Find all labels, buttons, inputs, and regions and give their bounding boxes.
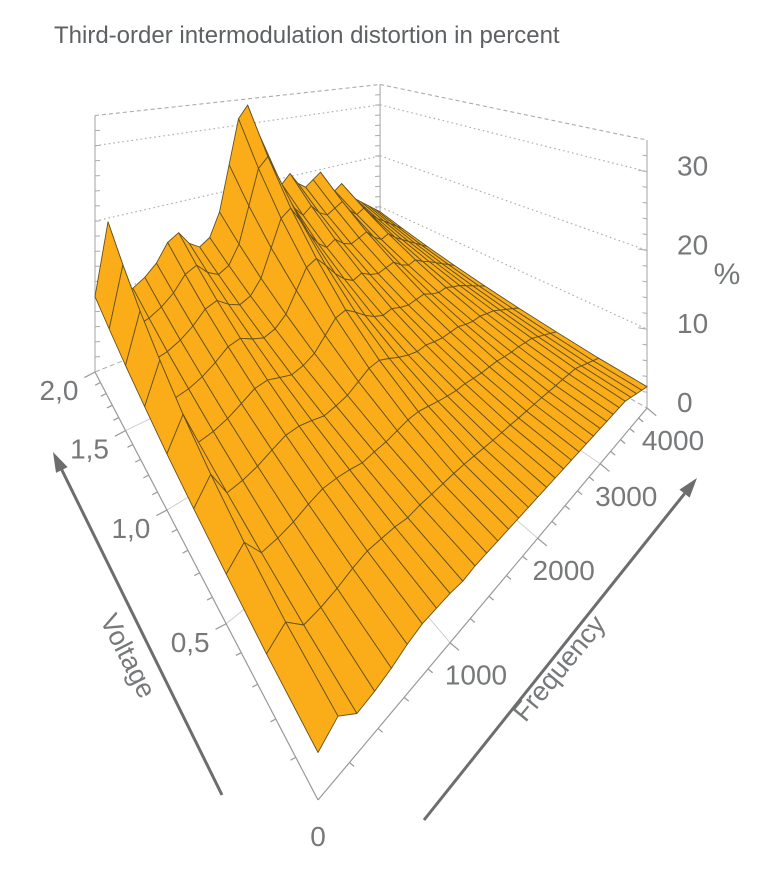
floor-axes [84, 371, 657, 801]
axis-label: 4000 [642, 425, 704, 456]
frequency-axis-title: Frequency [507, 609, 612, 727]
axis-label: 20 [677, 229, 708, 260]
surface-mesh [94, 104, 648, 753]
z-axis-title: % [714, 258, 741, 291]
voltage-axis-title: Voltage [94, 609, 162, 703]
axis-label: 2000 [533, 555, 595, 586]
axis-label: 2,0 [40, 375, 79, 406]
frequency-arrow-head [679, 478, 697, 498]
chart-title: Third-order intermodulation distortion i… [54, 22, 560, 49]
axis-label: 1,0 [111, 513, 150, 544]
axis-label: 10 [677, 308, 708, 339]
axis-label: 1000 [445, 660, 507, 691]
axis-label: 0,5 [171, 627, 210, 658]
axis-arrows [53, 452, 697, 821]
axis-label: 0 [310, 821, 326, 852]
axis-label: 3000 [595, 481, 657, 512]
axis-label: 1,5 [70, 434, 109, 465]
axis-label: 0 [677, 387, 693, 418]
surface-quad [266, 621, 339, 753]
tick-labels: 0 1000 2000 3000 4000 0,5 1,0 1,5 2,0 0 10 20 30 [40, 151, 709, 852]
voltage-arrow-head [53, 452, 68, 473]
axis-label: 30 [677, 151, 708, 182]
